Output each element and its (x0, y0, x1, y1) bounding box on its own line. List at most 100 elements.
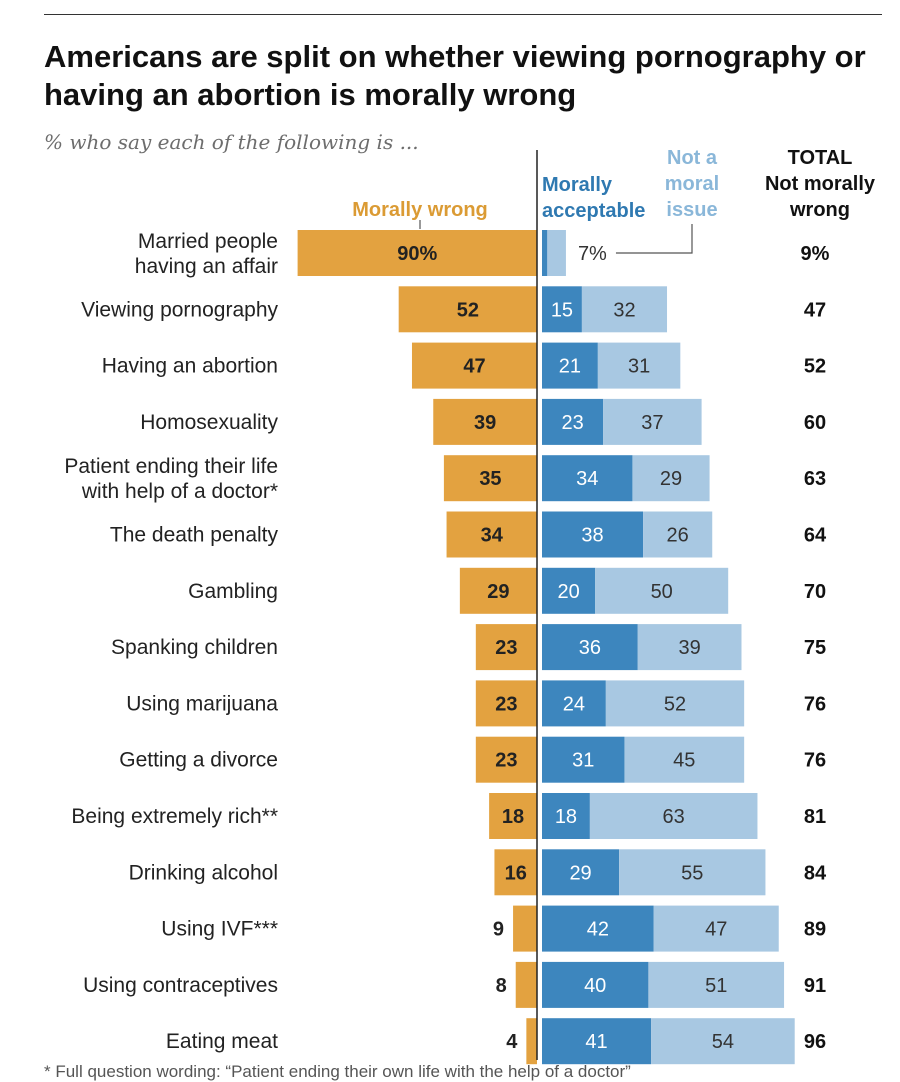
value-label-morally-wrong: 23 (495, 637, 517, 659)
value-label-not-moral-issue: 29 (660, 468, 682, 490)
bar-morally-acceptable (542, 624, 638, 671)
value-label-not-moral-issue: 26 (667, 525, 689, 547)
value-label-morally-wrong: 18 (502, 806, 524, 828)
value-label-morally-acceptable: 38 (581, 525, 603, 547)
value-label-morally-wrong: 35 (479, 468, 501, 490)
value-label-total: 52 (804, 356, 826, 378)
value-label-not-moral-issue: 63 (663, 806, 685, 828)
value-label-not-moral-issue: 52 (664, 693, 686, 715)
value-label-total: 70 (804, 581, 826, 603)
value-label-morally-acceptable: 42 (587, 919, 609, 941)
bar-morally-wrong (515, 961, 537, 1008)
value-label-morally-acceptable: 18 (555, 806, 577, 828)
value-label-total: 81 (804, 806, 826, 828)
category-label: Drinking alcohol (129, 861, 278, 884)
bar-not-moral-issue (637, 624, 742, 671)
category-label: Using contraceptives (83, 974, 278, 997)
value-label-not-moral-issue: 50 (651, 581, 673, 603)
category-label: Using IVF*** (161, 918, 278, 941)
bar-morally-wrong (489, 793, 537, 839)
bar-not-moral-issue (603, 398, 702, 445)
value-label-total: 60 (804, 412, 826, 434)
chart-title: Americans are split on whether viewing p… (44, 39, 866, 112)
header-not-moral-issue: issue (666, 199, 717, 221)
value-label-morally-acceptable: 15 (551, 299, 573, 321)
header-total: Not morally (765, 173, 876, 195)
category-label: Married people (138, 230, 278, 253)
bar-not-moral-issue (589, 793, 758, 839)
callout-leader-line (615, 224, 693, 254)
bar-not-moral-issue (632, 455, 710, 502)
bar-not-moral-issue (547, 230, 566, 276)
bar-not-moral-issue (651, 1018, 795, 1065)
bar-morally-acceptable (542, 961, 649, 1008)
bar-morally-wrong (398, 286, 537, 333)
bar-morally-wrong (513, 905, 537, 952)
value-label-morally-wrong: 39 (474, 412, 496, 434)
value-label-total: 9% (801, 243, 830, 265)
value-label-not-moral-issue: 51 (705, 975, 727, 997)
bar-morally-wrong (411, 342, 537, 389)
value-label-not-moral-issue: 45 (673, 750, 695, 772)
value-label-morally-acceptable: 36 (579, 637, 601, 659)
value-label-total: 96 (804, 1031, 826, 1053)
category-label: Being extremely rich** (71, 805, 278, 828)
value-label-morally-wrong: 9 (493, 919, 504, 941)
category-label: with help of a doctor* (81, 480, 278, 503)
value-label-morally-acceptable: 23 (561, 412, 583, 434)
value-label-morally-wrong: 23 (495, 750, 517, 772)
chart-subtitle: % who say each of the following is ... (44, 130, 419, 154)
value-label-total: 84 (804, 862, 827, 884)
category-label: Gambling (188, 580, 278, 603)
value-label-morally-acceptable: 41 (585, 1031, 607, 1053)
bar-morally-wrong (446, 511, 537, 558)
bar-morally-wrong (475, 736, 537, 783)
bar-morally-acceptable (542, 793, 590, 839)
value-label-morally-wrong: 90% (397, 243, 437, 265)
value-label-not-moral-issue: 54 (712, 1031, 734, 1053)
value-label-not-moral-issue: 32 (613, 299, 635, 321)
bar-morally-acceptable (542, 398, 604, 445)
value-label-total: 91 (804, 975, 826, 997)
bar-morally-acceptable (542, 849, 620, 896)
bar-morally-acceptable (542, 567, 596, 614)
category-label: Having an abortion (102, 355, 278, 378)
bar-morally-acceptable (542, 680, 606, 727)
category-label: Using marijuana (126, 692, 278, 715)
category-label: Eating meat (166, 1030, 278, 1053)
header-morally-acceptable: acceptable (542, 200, 645, 222)
value-label-morally-acceptable: 20 (557, 581, 579, 603)
bar-morally-wrong (494, 849, 537, 896)
value-label-morally-wrong: 34 (481, 525, 504, 547)
header-total: TOTAL (788, 147, 853, 169)
bar-not-moral-issue (624, 736, 745, 783)
header-morally-acceptable: Morally (542, 174, 613, 196)
category-label: The death penalty (110, 524, 279, 547)
header-not-moral-issue: moral (665, 173, 719, 195)
bar-morally-wrong (475, 680, 537, 727)
bar-morally-wrong (475, 624, 537, 671)
bar-morally-acceptable (542, 511, 644, 558)
value-label-total: 76 (804, 750, 826, 772)
bar-morally-acceptable (542, 342, 598, 389)
bar-not-moral-issue (619, 849, 766, 896)
value-label-morally-wrong: 47 (463, 356, 485, 378)
bar-not-moral-issue (605, 680, 745, 727)
header-not-moral-issue: Not a (667, 147, 718, 169)
bar-morally-acceptable (542, 905, 654, 952)
bar-morally-wrong (443, 455, 537, 502)
value-label-not-moral-issue: 7% (578, 243, 607, 265)
value-label-total: 75 (804, 637, 826, 659)
bar-morally-acceptable (542, 736, 625, 783)
value-label-morally-acceptable: 31 (572, 750, 594, 772)
bar-morally-wrong (459, 567, 537, 614)
value-label-not-moral-issue: 39 (679, 637, 701, 659)
value-label-morally-wrong: 29 (487, 581, 509, 603)
value-label-morally-acceptable: 40 (584, 975, 606, 997)
bar-not-moral-issue (653, 905, 779, 952)
bar-not-moral-issue (597, 342, 681, 389)
value-label-not-moral-issue: 37 (641, 412, 663, 434)
value-label-total: 89 (804, 919, 826, 941)
bar-not-moral-issue (581, 286, 668, 333)
